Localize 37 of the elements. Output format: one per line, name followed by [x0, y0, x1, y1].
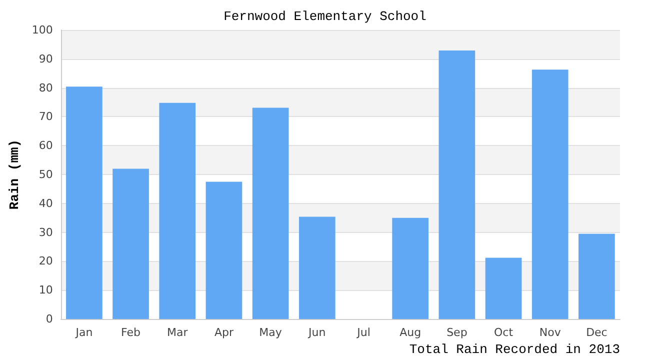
- y-tick-label: 0: [46, 312, 53, 326]
- y-tick-label: 20: [38, 254, 53, 268]
- chart-title: Fernwood Elementary School: [224, 9, 427, 24]
- x-axis-title: Total Rain Recorded in 2013: [409, 342, 620, 357]
- x-tick-label: Jun: [308, 326, 326, 339]
- x-tick-label: Apr: [214, 326, 234, 339]
- y-tick-label: 80: [38, 81, 53, 94]
- y-tick-label: 30: [38, 226, 53, 239]
- y-tick-label: 40: [38, 196, 53, 210]
- x-tick-label: Jul: [356, 326, 370, 339]
- x-tick-label: Oct: [494, 326, 514, 339]
- y-tick-label: 100: [32, 24, 53, 36]
- x-tick-label: Jan: [74, 326, 93, 339]
- x-tick-label: Dec: [586, 326, 608, 339]
- bar: [159, 102, 196, 319]
- y-tick-label: 70: [38, 110, 53, 124]
- bar: [392, 218, 429, 319]
- x-tick-label: May: [259, 326, 282, 339]
- bar: [578, 234, 615, 319]
- x-tick-label: Sep: [446, 326, 468, 339]
- y-axis-title: Rain (mm): [7, 139, 22, 210]
- bar: [485, 258, 522, 319]
- y-tick-label: 50: [38, 168, 53, 181]
- y-tick-label: 10: [38, 284, 53, 297]
- x-tick-label: Feb: [121, 326, 141, 339]
- y-tick-label: 60: [38, 139, 53, 152]
- bar: [66, 86, 102, 319]
- bar: [532, 70, 568, 319]
- x-tick-label: Nov: [539, 326, 562, 339]
- bar: [206, 182, 242, 319]
- x-tick-label: Mar: [166, 326, 188, 339]
- bar: [252, 108, 289, 319]
- y-tick-label: 90: [38, 52, 53, 66]
- bar: [438, 50, 476, 319]
- x-tick-label: Aug: [400, 326, 422, 339]
- bar: [298, 216, 336, 319]
- bar: [112, 168, 149, 319]
